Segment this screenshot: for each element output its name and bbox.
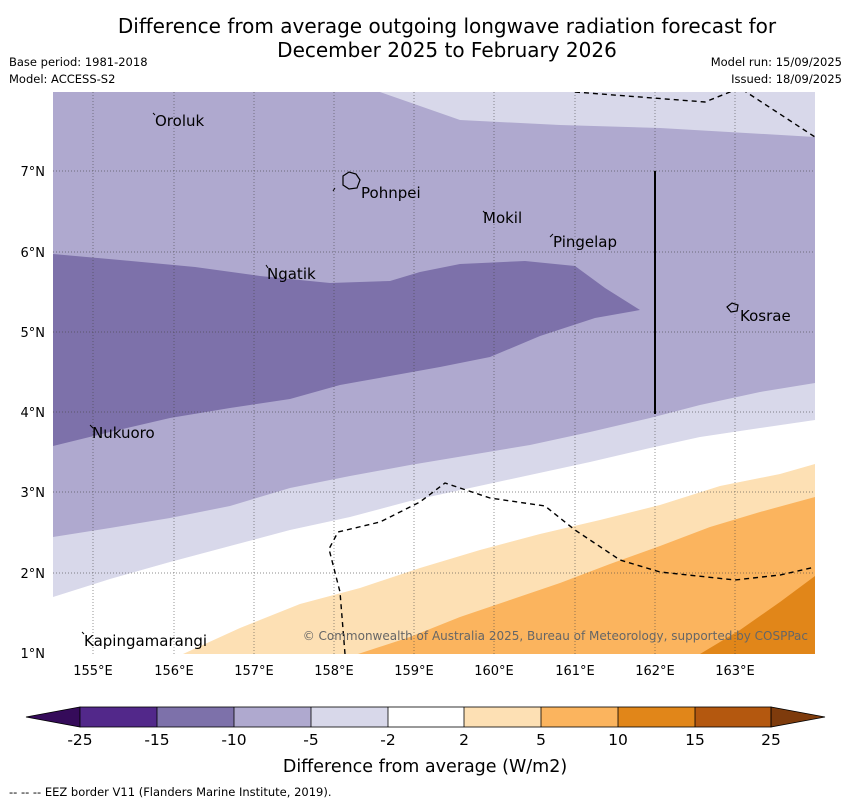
- base-period: Base period: 1981-2018: [9, 55, 148, 69]
- x-tick-159e: 159°E: [394, 664, 434, 679]
- y-tick-6n: 6°N: [21, 246, 46, 261]
- y-tick-3n: 3°N: [21, 486, 46, 501]
- colorbar-swatch-6: [541, 707, 618, 727]
- title-line-2: December 2025 to February 2026: [277, 38, 617, 62]
- x-tick-162e: 162°E: [635, 664, 675, 679]
- anomaly-field: Oroluk Pohnpei Mokil Pingelap Ngatik Kos…: [53, 92, 815, 654]
- colorbar-swatch-1: [157, 707, 234, 727]
- colorbar-extend-high: [770, 706, 826, 728]
- title-line-1: Difference from average outgoing longwav…: [117, 14, 777, 38]
- y-tick-5n: 5°N: [21, 326, 46, 341]
- x-tick-158e: 158°E: [314, 664, 354, 679]
- kosrae-island-outline: [726, 302, 739, 313]
- x-tick-156e: 156°E: [154, 664, 194, 679]
- band-minus-5-to-2-north: [53, 92, 815, 137]
- band-10-to-15: [700, 576, 815, 654]
- y-tick-1n: 1°N: [21, 647, 46, 662]
- eez-footnote: -- -- -- EEZ border V11 (Flanders Marine…: [9, 785, 332, 799]
- place-labels: Oroluk Pohnpei Mokil Pingelap Ngatik Kos…: [81, 112, 791, 650]
- cb-tick-9: 25: [761, 731, 781, 749]
- eez-border: [328, 92, 815, 654]
- cb-tick-4: -2: [380, 731, 395, 749]
- cb-tick-5: 2: [459, 731, 469, 749]
- y-tick-7n: 7°N: [21, 165, 46, 180]
- x-tick-163e: 163°E: [715, 664, 755, 679]
- issued-date: Issued: 18/09/2025: [731, 72, 842, 86]
- colorbar-swatch-8: [695, 707, 771, 727]
- copyright-notice: © Commonwealth of Australia 2025, Bureau…: [303, 629, 808, 643]
- place-kosrae: Kosrae: [740, 307, 791, 325]
- band-minus-15-to-10: [53, 254, 640, 446]
- colorbar: -25 -15 -10 -5 -2 2 5 10 15 25 Differenc…: [25, 706, 826, 777]
- map-title: Difference from average outgoing longwav…: [0, 14, 850, 62]
- colorbar-label: Difference from average (W/m2): [283, 757, 567, 777]
- model-run: Model run: 15/09/2025: [710, 55, 842, 69]
- place-oroluk: Oroluk: [155, 112, 204, 130]
- place-kapingamarangi: Kapingamarangi: [84, 632, 207, 650]
- graticule: [53, 92, 815, 654]
- colorbar-swatch-4: [388, 707, 464, 727]
- y-tick-4n: 4°N: [21, 406, 46, 421]
- info-left: Base period: 1981-2018 Model: ACCESS-S2: [9, 54, 148, 88]
- cb-tick-7: 10: [608, 731, 628, 749]
- cb-tick-8: 15: [685, 731, 705, 749]
- colorbar-swatch-5: [464, 707, 541, 727]
- x-tick-155e: 155°E: [73, 664, 113, 679]
- y-axis-labels: 7°N 6°N 5°N 4°N 3°N 2°N 1°N: [21, 165, 46, 662]
- place-nukuoro: Nukuoro: [92, 424, 155, 442]
- y-tick-2n: 2°N: [21, 567, 46, 582]
- cb-tick-0: -25: [67, 731, 92, 749]
- band-5-to-10: [358, 497, 815, 654]
- model-name: Model: ACCESS-S2: [9, 72, 116, 86]
- place-mokil: Mokil: [483, 209, 522, 227]
- x-tick-157e: 157°E: [234, 664, 274, 679]
- cb-tick-6: 5: [536, 731, 546, 749]
- x-axis-labels: 155°E 156°E 157°E 158°E 159°E 160°E 161°…: [73, 664, 755, 679]
- cb-tick-2: -10: [221, 731, 246, 749]
- place-pohnpei: Pohnpei: [361, 184, 421, 202]
- x-tick-161e: 161°E: [555, 664, 595, 679]
- pohnpei-atoll-mark: [332, 187, 336, 192]
- info-right: Model run: 15/09/2025 Issued: 18/09/2025: [711, 54, 842, 88]
- cb-tick-3: -5: [303, 731, 318, 749]
- place-pingelap: Pingelap: [553, 233, 617, 251]
- place-ngatik: Ngatik: [267, 265, 316, 283]
- cb-tick-1: -15: [144, 731, 169, 749]
- colorbar-extend-low: [25, 706, 81, 728]
- x-tick-160e: 160°E: [474, 664, 514, 679]
- colorbar-swatch-0: [80, 707, 157, 727]
- colorbar-swatch-7: [618, 707, 695, 727]
- colorbar-swatch-3: [311, 707, 388, 727]
- pohnpei-island-outline: [342, 171, 361, 190]
- colorbar-swatch-2: [234, 707, 311, 727]
